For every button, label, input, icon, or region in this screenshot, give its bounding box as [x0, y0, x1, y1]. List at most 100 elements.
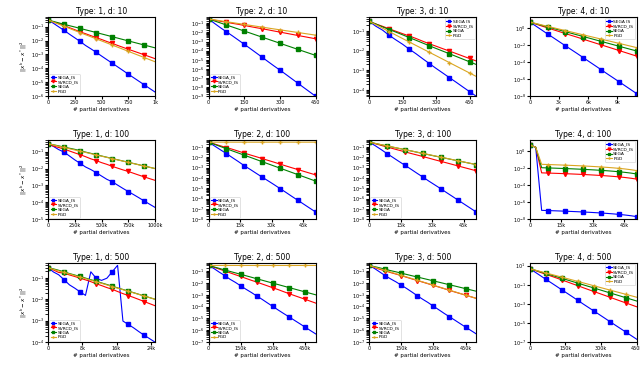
SEGA: [296, 288, 303, 293]
SEGA IS: [372, 24, 380, 29]
SEGA IS: [426, 61, 433, 66]
PGD: [569, 278, 577, 282]
SEGA: [259, 35, 266, 39]
SVRCD_IS: [376, 267, 384, 271]
PGD: [413, 150, 420, 154]
PGD: [585, 282, 593, 287]
SVRCD_IS: [276, 30, 284, 34]
SEGA_IS: [376, 270, 384, 274]
SEGA: [371, 264, 378, 269]
SVRCD_IS: [296, 295, 303, 300]
SVRCD_IS: [461, 293, 469, 297]
Line: PGD: PGD: [46, 18, 157, 64]
SVRCD_IS: [621, 175, 628, 180]
SEGA: [597, 39, 605, 44]
X-axis label: # partial derivatives: # partial derivatives: [234, 107, 291, 112]
SEGA: [466, 59, 474, 64]
SEGA_IS: [223, 30, 230, 34]
SEGA IS: [627, 88, 635, 92]
SEGA_IS: [371, 266, 378, 271]
SEGA_IS: [216, 26, 224, 30]
SEGA: [141, 164, 148, 168]
PGD: [141, 55, 148, 60]
SEGA: [633, 172, 640, 176]
SEGA_IS: [270, 182, 278, 187]
SEGA: [561, 166, 569, 171]
PGD: [114, 286, 122, 290]
SVRCD_IS: [606, 295, 614, 300]
SEGA_IS: [49, 21, 57, 26]
PGD: [431, 153, 438, 158]
PGD: [49, 267, 57, 271]
PGD: [397, 273, 405, 277]
SEGA: [443, 156, 451, 161]
PGD: [452, 64, 460, 68]
PGD: [547, 272, 555, 277]
SEGA_IS: [569, 294, 577, 299]
SVRCD_IS: [550, 27, 557, 32]
SEGA: [558, 276, 566, 280]
PGD: [296, 263, 303, 268]
PGD: [44, 265, 52, 270]
PGD: [294, 140, 301, 144]
SEGA: [103, 282, 111, 287]
SEGA: [205, 140, 212, 144]
SEGA: [408, 273, 416, 278]
Line: SEGA_IS: SEGA_IS: [46, 18, 157, 94]
SEGA: [615, 170, 623, 174]
SEGA: [436, 155, 444, 159]
SEGA_IS: [628, 334, 636, 338]
SEGA: [210, 265, 218, 269]
PGD: [141, 294, 148, 298]
Legend: SEGA_IS, SVRCD_IS, SEGA, PGD: SEGA_IS, SVRCD_IS, SEGA, PGD: [210, 320, 240, 341]
SVRCD_IS: [205, 140, 212, 144]
SVRCD_IS: [617, 299, 625, 303]
SEGA_IS: [604, 211, 611, 216]
SEGA_IS: [312, 332, 319, 336]
SEGA: [92, 279, 100, 284]
SEGA: [431, 154, 438, 158]
PGD: [98, 154, 106, 158]
SEGA IS: [609, 76, 617, 80]
SVRCD_IS: [135, 51, 143, 55]
SEGA_IS: [586, 210, 593, 215]
SEGA: [627, 171, 635, 175]
SEGA: [312, 179, 319, 183]
PGD: [60, 270, 68, 275]
Line: SEGA: SEGA: [46, 141, 157, 171]
SVRCD_IS: [264, 158, 272, 163]
SEGA: [459, 57, 467, 61]
SEGA_IS: [269, 304, 276, 309]
SVRCD_IS: [221, 269, 228, 273]
PGD: [586, 34, 593, 38]
SVRCD_IS: [275, 287, 282, 292]
PGD: [55, 22, 63, 26]
PGD: [553, 273, 561, 278]
SEGA_IS: [601, 316, 609, 320]
SVRCD_IS: [49, 20, 57, 24]
PGD: [210, 263, 218, 268]
Y-axis label: $||x^k - x^*||^2$: $||x^k - x^*||^2$: [19, 287, 29, 318]
SVRCD_IS: [280, 290, 287, 294]
PGD: [401, 147, 409, 152]
SVRCD_IS: [60, 23, 68, 28]
PGD: [306, 32, 314, 36]
SVRCD_IS: [622, 301, 630, 305]
PGD: [270, 27, 278, 31]
SEGA: [412, 38, 420, 42]
SVRCD_IS: [151, 178, 159, 183]
SVRCD_IS: [454, 164, 462, 168]
SEGA IS: [459, 85, 467, 89]
Legend: SEGA_IS, SVRCD_IS, SEGA, PGD: SEGA_IS, SVRCD_IS, SEGA, PGD: [371, 197, 401, 218]
SEGA: [403, 272, 410, 277]
SEGA: [259, 278, 266, 282]
Legend: SEGA_IS, SVRCD_IS, SEGA, PGD: SEGA_IS, SVRCD_IS, SEGA, PGD: [49, 74, 79, 95]
SEGA_IS: [291, 318, 298, 323]
SEGA_IS: [108, 61, 116, 65]
PGD: [76, 30, 84, 35]
PGD: [276, 27, 284, 32]
SVRCD_IS: [82, 155, 90, 159]
PGD: [216, 263, 223, 268]
SEGA_IS: [585, 305, 593, 310]
SEGA: [288, 45, 296, 50]
